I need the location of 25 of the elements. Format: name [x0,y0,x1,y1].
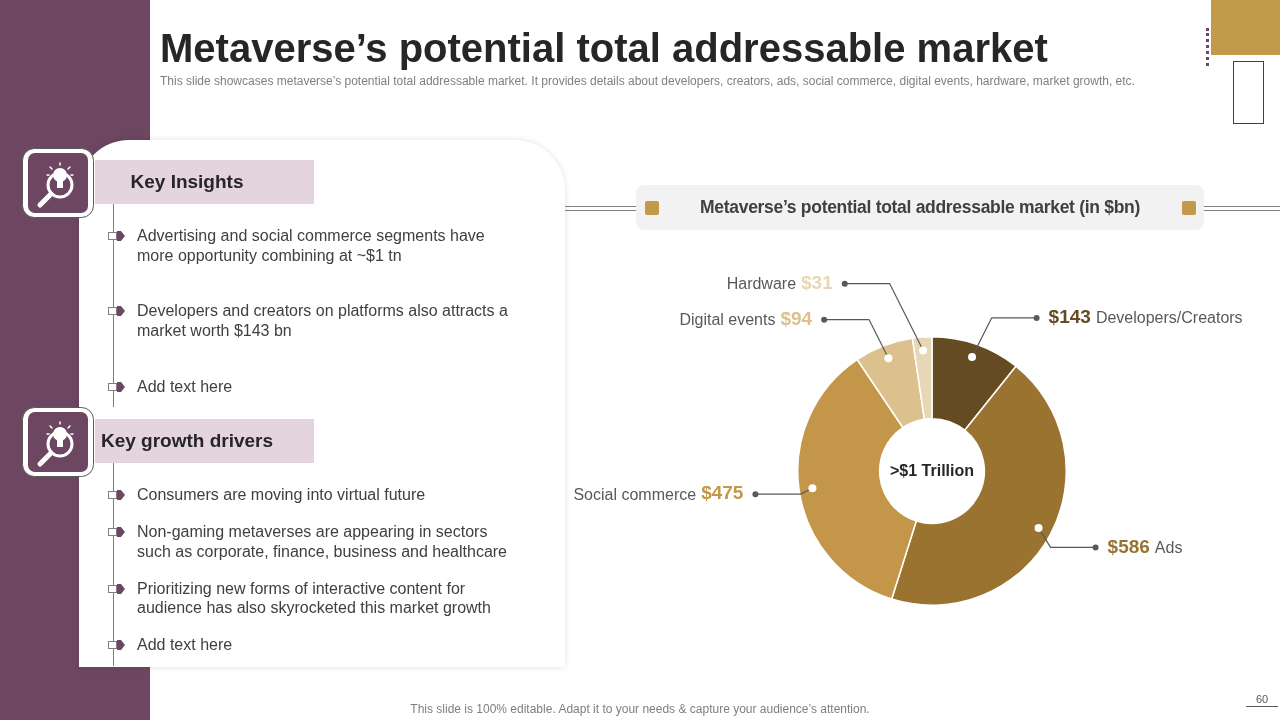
text: Advertising and social commerce segments have more opportunity combining at ~$1 tn [137,227,485,264]
text: Add text here [137,636,233,654]
slice-label: Ads [1154,538,1183,556]
text: This slide showcases metaverse’s potential total addressable market. It provides details about developers, creators, ads, social commerce, digital events, hardware, market growth, etc. [160,74,1136,89]
text: Prioritizing new forms of interactive content for audience has also skyrocketed this market growth [137,579,491,617]
slice-label: Hardware [726,275,797,293]
data-label: $31 [801,271,834,293]
text: This slide is 100% editable. Adapt it to your needs & capture your audience’s attention. [410,702,870,716]
text: Key Insights [130,171,244,193]
text: >$1 Trillion [889,461,975,481]
text: Add text here [137,377,233,395]
slice-label: Developers/Creators [1095,309,1243,327]
text: Consumers are moving into virtual future [137,486,426,503]
text: Key growth drivers [100,430,274,452]
chart-title: Metaverse’s potential total addressable market (in $bn) [700,197,1140,218]
text: Developers and creators on platforms also attracts a market worth $143 bn [137,302,508,339]
data-label: $143 [1048,306,1091,328]
text: 60 [1246,692,1278,707]
data-label: $475 [701,482,744,504]
data-label: $94 [780,307,813,329]
data-label: $586 [1107,535,1150,557]
slice-label: Social commerce [573,485,697,503]
text: Non-gaming metaverses are appearing in sectors such as corporate, finance, business and healthcare [137,523,508,560]
slice-label: Digital events [679,311,776,329]
text: Metaverse’s potential total addressable market [160,26,1048,70]
